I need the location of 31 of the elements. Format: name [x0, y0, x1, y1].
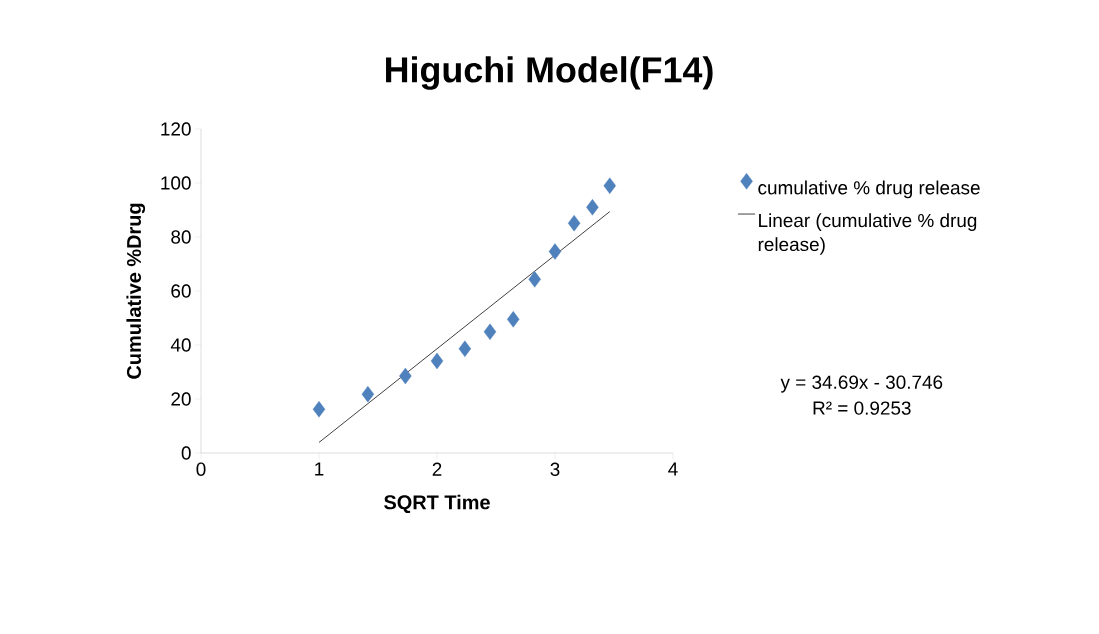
point [458, 340, 472, 357]
chart-title: Higuchi Model(F14) [386, 56, 713, 90]
point [430, 352, 444, 370]
y-tick-label: 100 [161, 176, 191, 190]
y-tick-label: 40 [170, 338, 191, 352]
point [548, 243, 562, 260]
point [507, 311, 520, 328]
x-tick-label: 1 [315, 462, 324, 476]
y-tick-label: 0 [181, 446, 191, 460]
x-tick-label: 4 [668, 462, 678, 476]
y-tick-label: 120 [161, 122, 191, 136]
y-tick-label: 20 [171, 392, 191, 406]
text: R² = 0.9253 [813, 401, 911, 415]
y-tick-label: 60 [171, 284, 191, 298]
x-tick-label: 3 [550, 462, 560, 476]
point [586, 199, 599, 216]
point [528, 271, 541, 288]
point [361, 385, 375, 403]
x-tick-label: 2 [432, 462, 442, 476]
text: y = 34.69x - 30.746 [780, 375, 943, 393]
point [312, 401, 326, 418]
point [567, 215, 581, 232]
x-tick-label: 0 [196, 462, 206, 476]
point [603, 177, 616, 194]
y-axis-title: Cumulative %Drug [126, 203, 146, 379]
point [399, 367, 412, 385]
point [483, 323, 497, 340]
legend-label: cumulative % drug release [758, 180, 980, 199]
x-axis-title: SQRT Time [384, 494, 490, 514]
legend-label: Linear (cumulative % drug release) [758, 213, 977, 255]
y-tick-label: 80 [171, 230, 191, 244]
